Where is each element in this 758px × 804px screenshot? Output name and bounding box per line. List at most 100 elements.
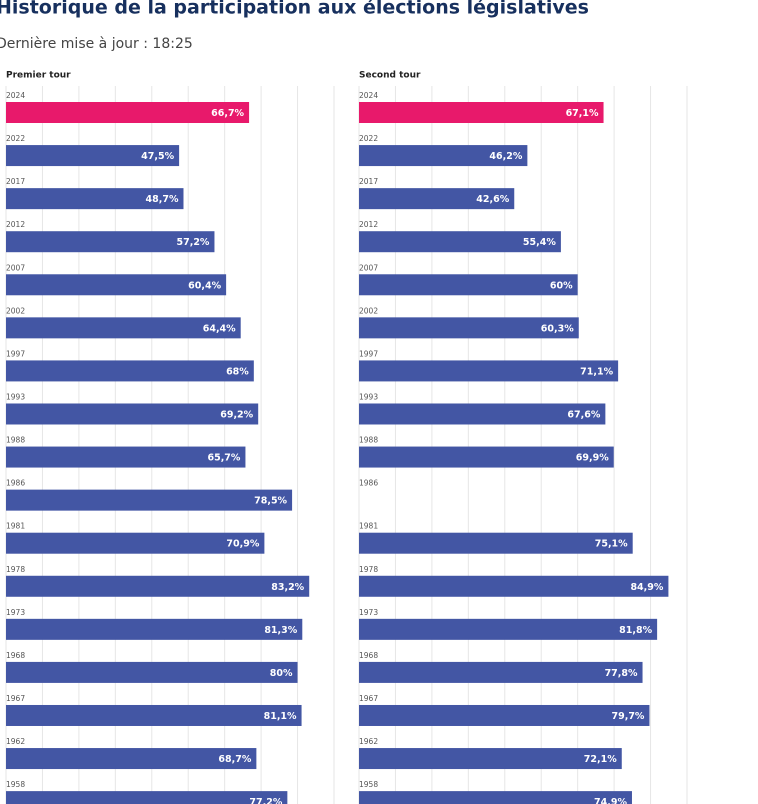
- category-label: 1997: [359, 349, 378, 358]
- value-label: 60%: [550, 280, 573, 291]
- value-label: 68%: [226, 366, 249, 377]
- bar: [6, 403, 259, 425]
- category-label: 1978: [359, 565, 378, 574]
- bar: [6, 231, 215, 253]
- bar: [6, 102, 250, 123]
- category-label: 2007: [6, 263, 25, 272]
- value-label: 48,7%: [146, 194, 179, 205]
- value-label: 80%: [270, 668, 293, 679]
- bar: [6, 704, 302, 726]
- category-label: 1997: [6, 349, 25, 358]
- value-label: 60,4%: [188, 280, 221, 291]
- value-label: 75,1%: [595, 539, 628, 550]
- page-title: Historique de la participation aux élect…: [0, 0, 589, 19]
- value-label: 83,2%: [271, 582, 304, 593]
- category-label: 1988: [6, 436, 25, 445]
- bar: [359, 317, 579, 339]
- bar: [6, 317, 241, 339]
- category-label: 1958: [359, 780, 378, 789]
- category-label: 1978: [6, 565, 25, 574]
- panel-title: Premier tour: [6, 71, 71, 81]
- value-label: 47,5%: [141, 151, 174, 162]
- value-label: 69,2%: [220, 409, 253, 420]
- bar: [359, 188, 515, 210]
- category-label: 1981: [6, 522, 25, 531]
- bar: [359, 360, 619, 382]
- value-label: 57,2%: [176, 237, 209, 248]
- category-label: 1981: [359, 522, 378, 531]
- bar: [6, 661, 298, 683]
- value-label: 69,9%: [576, 453, 609, 464]
- category-label: 2022: [359, 134, 378, 143]
- value-label: 81,1%: [264, 711, 297, 722]
- bar: [359, 661, 643, 683]
- category-label: 1968: [359, 651, 378, 660]
- value-label: 46,2%: [489, 151, 522, 162]
- bar: [6, 446, 246, 468]
- value-label: 78,5%: [254, 496, 287, 507]
- category-label: 1973: [6, 608, 25, 617]
- bar: [359, 704, 650, 726]
- bar: [359, 403, 606, 425]
- category-label: 2024: [6, 91, 25, 100]
- category-label: 1958: [6, 780, 25, 789]
- category-label: 2017: [359, 177, 378, 186]
- value-label: 60,3%: [541, 323, 574, 334]
- bar: [6, 360, 254, 382]
- bar: [359, 231, 561, 253]
- bar: [359, 791, 632, 804]
- bar: [359, 575, 669, 597]
- category-label: 2007: [359, 263, 378, 272]
- category-label: 2017: [6, 177, 25, 186]
- bar: [359, 532, 633, 554]
- bar: [359, 102, 604, 123]
- category-label: 1962: [6, 737, 25, 746]
- bar: [6, 188, 184, 210]
- bar: [6, 791, 288, 804]
- value-label: 70,9%: [226, 539, 259, 550]
- category-label: 1968: [6, 651, 25, 660]
- category-label: 2012: [359, 220, 378, 229]
- value-label: 42,6%: [476, 194, 509, 205]
- value-label: 66,7%: [211, 108, 244, 119]
- bar: [6, 145, 180, 167]
- value-label: 77,2%: [249, 797, 282, 804]
- value-label: 55,4%: [523, 237, 556, 248]
- value-label: 67,1%: [566, 108, 599, 119]
- category-label: 1973: [359, 608, 378, 617]
- panel-title: Second tour: [359, 71, 421, 81]
- value-label: 74,9%: [594, 797, 627, 804]
- category-label: 1967: [6, 694, 25, 703]
- value-label: 68,7%: [218, 754, 251, 765]
- bar: [359, 618, 658, 640]
- value-label: 81,3%: [264, 625, 297, 636]
- category-label: 1962: [359, 737, 378, 746]
- bar: [359, 274, 578, 296]
- value-label: 67,6%: [567, 409, 600, 420]
- bar: [6, 532, 265, 554]
- category-label: 2022: [6, 134, 25, 143]
- bar: [6, 274, 227, 296]
- bar: [6, 575, 310, 597]
- value-label: 72,1%: [584, 754, 617, 765]
- bar: [359, 446, 614, 468]
- bar: [6, 748, 257, 770]
- bar: [359, 145, 528, 167]
- value-label: 84,9%: [630, 582, 663, 593]
- category-label: 1986: [359, 479, 378, 488]
- category-label: 2002: [6, 306, 25, 315]
- category-label: 1988: [359, 436, 378, 445]
- value-label: 71,1%: [580, 366, 613, 377]
- category-label: 2012: [6, 220, 25, 229]
- category-label: 1967: [359, 694, 378, 703]
- value-label: 81,8%: [619, 625, 652, 636]
- category-label: 1993: [359, 392, 378, 401]
- page-subtitle: Dernière mise à jour : 18:25: [0, 36, 193, 52]
- value-label: 64,4%: [203, 323, 236, 334]
- value-label: 79,7%: [611, 711, 644, 722]
- bar: [359, 748, 622, 770]
- value-label: 77,8%: [605, 668, 638, 679]
- value-label: 65,7%: [207, 453, 240, 464]
- category-label: 1993: [6, 392, 25, 401]
